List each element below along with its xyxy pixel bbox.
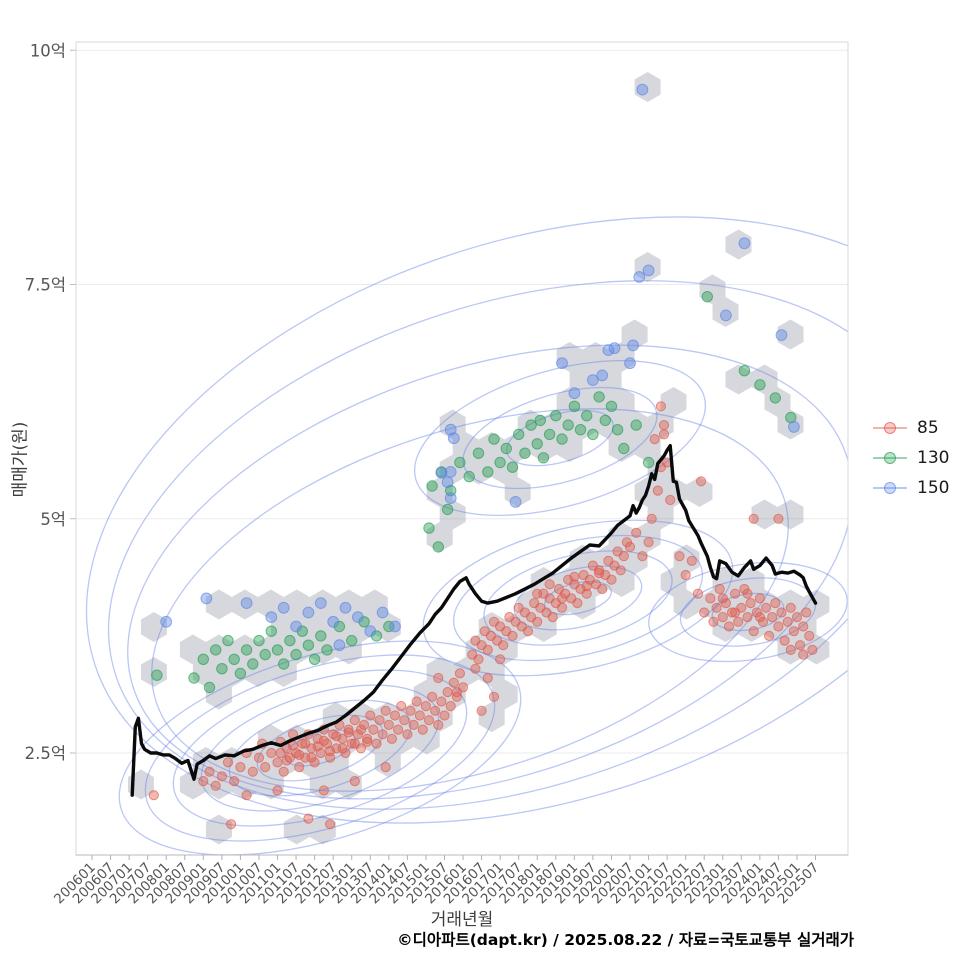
legend-label: 130 xyxy=(917,448,950,468)
gridlines: 2.5억 5억 7.5억 10억 xyxy=(25,41,848,763)
y-tick-label: 5억 xyxy=(40,510,66,529)
legend-item-150[interactable]: 150 xyxy=(873,473,949,503)
y-axis-title: 매매가(원) xyxy=(10,421,31,498)
legend-item-85[interactable]: 85 xyxy=(873,413,949,443)
density-contours xyxy=(85,216,848,855)
legend-label: 150 xyxy=(917,478,950,498)
legend-item-130[interactable]: 130 xyxy=(873,443,949,473)
series-150 xyxy=(160,83,800,652)
series-85 xyxy=(148,401,818,830)
series-130 xyxy=(151,291,797,694)
legend-key-icon xyxy=(873,451,907,465)
y-tick-label: 7.5억 xyxy=(25,276,66,295)
y-tick-label: 10억 xyxy=(30,41,66,60)
legend-label: 85 xyxy=(917,418,939,438)
legend: 85 130 150 xyxy=(873,413,949,503)
source-caption: ©디아파트(dapt.kr) / 2025.08.22 / 자료=국토교통부 실… xyxy=(397,931,854,949)
x-axis-title: 거래년월 xyxy=(430,910,494,930)
y-tick-label: 2.5억 xyxy=(25,744,66,763)
trend-line xyxy=(130,444,818,797)
legend-key-icon xyxy=(873,421,907,435)
scatter-layer xyxy=(148,83,818,830)
legend-key-icon xyxy=(873,481,907,495)
